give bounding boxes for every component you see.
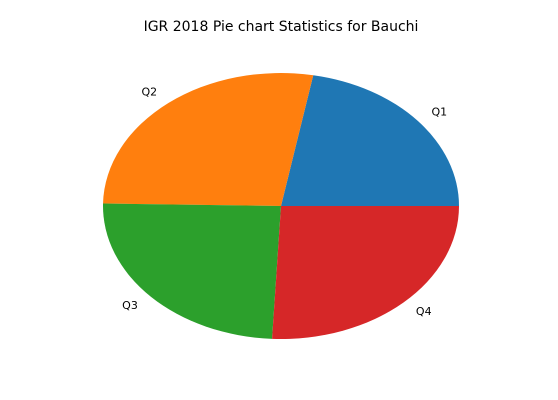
slice-label-q4: Q4 xyxy=(416,305,432,318)
slice-label-q1: Q1 xyxy=(431,105,447,118)
pie-slices xyxy=(103,73,459,339)
slice-label-q2: Q2 xyxy=(141,86,157,99)
chart-title: IGR 2018 Pie chart Statistics for Bauchi xyxy=(144,19,419,35)
slice-label-q3: Q3 xyxy=(122,299,138,312)
